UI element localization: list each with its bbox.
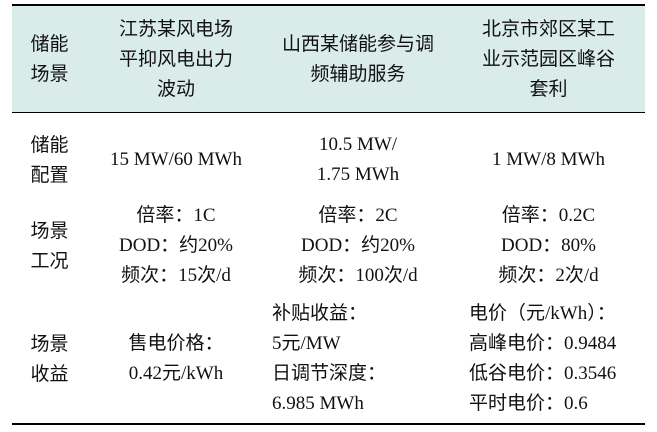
- cell-revenue-col3: 电价（元/kWh）： 高峰电价：0.9484 低谷电价：0.3546 平时电价：…: [452, 296, 645, 422]
- header-col3-cell: 北京市郊区某工 业示范园区峰谷 套利: [452, 6, 645, 112]
- header-col2-line: 频辅助服务: [310, 63, 406, 85]
- row-label-revenue: 场景 收益: [12, 296, 87, 422]
- cell-line: 电价（元/kWh）：: [469, 303, 616, 324]
- cell-line: 倍率：1C: [136, 205, 216, 226]
- cell-revenue-col1: 售电价格： 0.42元/kWh: [92, 296, 260, 422]
- cell-config-col3: 1 MW/8 MWh: [452, 116, 645, 204]
- cell-line: 15 MW/60 MWh: [110, 149, 242, 170]
- row-label-line: 配置: [30, 164, 69, 186]
- cell-line: DOD：约20%: [301, 235, 415, 256]
- cell-line: 倍率：0.2C: [501, 205, 596, 226]
- cell-line: 频次：100次/d: [298, 265, 418, 286]
- cell-revenue-col2: 补贴收益： 5元/MW 日调节深度： 6.985 MWh: [264, 296, 452, 422]
- header-col3-line: 套利: [529, 78, 568, 100]
- cell-line: 0.42元/kWh: [128, 363, 224, 384]
- cell-line: 6.985 MWh: [272, 393, 364, 414]
- bottom-rule: [12, 423, 645, 425]
- header-corner-line: 储能: [30, 33, 69, 55]
- cell-config-col2: 10.5 MW/ 1.75 MWh: [264, 116, 452, 204]
- cell-line: 10.5 MW/: [318, 134, 398, 155]
- header-col1-cell: 江苏某风电场 平抑风电出力 波动: [92, 6, 260, 112]
- comparison-table: 储能 场景 江苏某风电场 平抑风电出力 波动 山西某储能参与调 频辅助服务 北京…: [12, 4, 645, 426]
- header-col2-cell: 山西某储能参与调 频辅助服务: [264, 6, 452, 112]
- cell-line: 频次：15次/d: [121, 265, 231, 286]
- header-col3-line: 业示范园区峰谷: [481, 48, 615, 70]
- row-label-line: 场景: [30, 220, 69, 242]
- cell-line: 1.75 MWh: [316, 164, 400, 185]
- top-rule: [12, 4, 645, 6]
- row-label-line: 场景: [30, 333, 69, 355]
- cell-line: 1 MW/8 MWh: [492, 149, 605, 170]
- header-rule: [12, 112, 645, 113]
- cell-line: DOD：80%: [501, 235, 596, 256]
- header-corner-line: 场景: [30, 63, 69, 85]
- cell-line: 低谷电价：0.3546: [469, 363, 617, 384]
- cell-line: 补贴收益：: [272, 303, 368, 324]
- header-col3-line: 北京市郊区某工: [481, 18, 615, 40]
- cell-line: 高峰电价：0.9484: [469, 333, 617, 354]
- header-background: [12, 6, 645, 112]
- cell-conditions-col3: 倍率：0.2C DOD：80% 频次：2次/d: [452, 200, 645, 292]
- header-col1-line: 江苏某风电场: [118, 18, 233, 40]
- row-label-line: 储能: [30, 134, 69, 156]
- cell-line: DOD：约20%: [119, 235, 233, 256]
- cell-line: 售电价格：: [128, 333, 224, 354]
- header-col2-line: 山西某储能参与调: [281, 33, 434, 55]
- row-label-conditions: 场景 工况: [12, 200, 87, 292]
- header-corner-cell: 储能 场景: [12, 6, 87, 112]
- cell-conditions-col1: 倍率：1C DOD：约20% 频次：15次/d: [92, 200, 260, 292]
- header-col1-line: 平抑风电出力: [118, 48, 233, 70]
- cell-line: 日调节深度：: [272, 363, 387, 384]
- cell-line: 5元/MW: [272, 333, 341, 354]
- cell-conditions-col2: 倍率：2C DOD：约20% 频次：100次/d: [264, 200, 452, 292]
- cell-line: 频次：2次/d: [498, 265, 599, 286]
- row-label-line: 工况: [30, 250, 69, 272]
- row-label-line: 收益: [30, 363, 69, 385]
- row-label-config: 储能 配置: [12, 116, 87, 204]
- cell-line: 平时电价：0.6: [469, 393, 588, 414]
- cell-line: 倍率：2C: [318, 205, 398, 226]
- cell-config-col1: 15 MW/60 MWh: [92, 116, 260, 204]
- header-col1-line: 波动: [156, 78, 195, 100]
